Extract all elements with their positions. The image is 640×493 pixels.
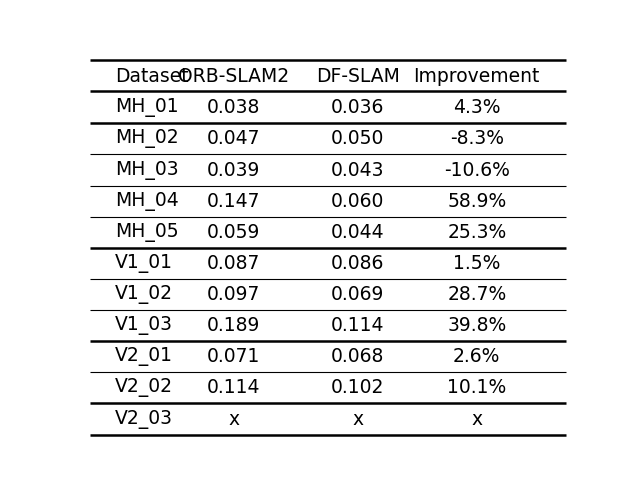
Text: 0.102: 0.102 xyxy=(331,379,385,397)
Text: V1_03: V1_03 xyxy=(115,316,173,335)
Text: 28.7%: 28.7% xyxy=(447,285,506,304)
Text: Improvement: Improvement xyxy=(413,67,540,86)
Text: x: x xyxy=(228,410,239,428)
Text: 4.3%: 4.3% xyxy=(453,98,500,117)
Text: 0.043: 0.043 xyxy=(331,161,385,179)
Text: 0.060: 0.060 xyxy=(331,192,385,211)
Text: 0.069: 0.069 xyxy=(331,285,385,304)
Text: x: x xyxy=(471,410,483,428)
Text: 0.047: 0.047 xyxy=(207,129,260,148)
Text: 25.3%: 25.3% xyxy=(447,223,506,242)
Text: MH_01: MH_01 xyxy=(115,98,179,117)
Text: DF-SLAM: DF-SLAM xyxy=(316,67,400,86)
Text: 0.114: 0.114 xyxy=(207,379,260,397)
Text: 0.071: 0.071 xyxy=(207,347,260,366)
Text: -10.6%: -10.6% xyxy=(444,161,509,179)
Text: V2_02: V2_02 xyxy=(115,379,173,397)
Text: MH_05: MH_05 xyxy=(115,223,179,242)
Text: 0.039: 0.039 xyxy=(207,161,260,179)
Text: 0.044: 0.044 xyxy=(331,223,385,242)
Text: MH_03: MH_03 xyxy=(115,161,179,179)
Text: V2_01: V2_01 xyxy=(115,347,173,366)
Text: 2.6%: 2.6% xyxy=(453,347,500,366)
Text: V1_01: V1_01 xyxy=(115,254,173,273)
Text: Dataset: Dataset xyxy=(115,67,188,86)
Text: 0.038: 0.038 xyxy=(207,98,260,117)
Text: 0.114: 0.114 xyxy=(331,316,385,335)
Text: 58.9%: 58.9% xyxy=(447,192,506,211)
Text: 39.8%: 39.8% xyxy=(447,316,506,335)
Text: ORB-SLAM2: ORB-SLAM2 xyxy=(178,67,289,86)
Text: 0.036: 0.036 xyxy=(331,98,385,117)
Text: 0.189: 0.189 xyxy=(207,316,260,335)
Text: 0.050: 0.050 xyxy=(331,129,385,148)
Text: V1_02: V1_02 xyxy=(115,285,173,304)
Text: MH_02: MH_02 xyxy=(115,129,179,148)
Text: 0.147: 0.147 xyxy=(207,192,260,211)
Text: 0.097: 0.097 xyxy=(207,285,260,304)
Text: 10.1%: 10.1% xyxy=(447,379,506,397)
Text: 0.087: 0.087 xyxy=(207,254,260,273)
Text: 0.059: 0.059 xyxy=(207,223,260,242)
Text: 0.068: 0.068 xyxy=(331,347,385,366)
Text: V2_03: V2_03 xyxy=(115,410,173,428)
Text: -8.3%: -8.3% xyxy=(450,129,504,148)
Text: 1.5%: 1.5% xyxy=(453,254,500,273)
Text: MH_04: MH_04 xyxy=(115,192,179,211)
Text: 0.086: 0.086 xyxy=(331,254,385,273)
Text: x: x xyxy=(352,410,364,428)
